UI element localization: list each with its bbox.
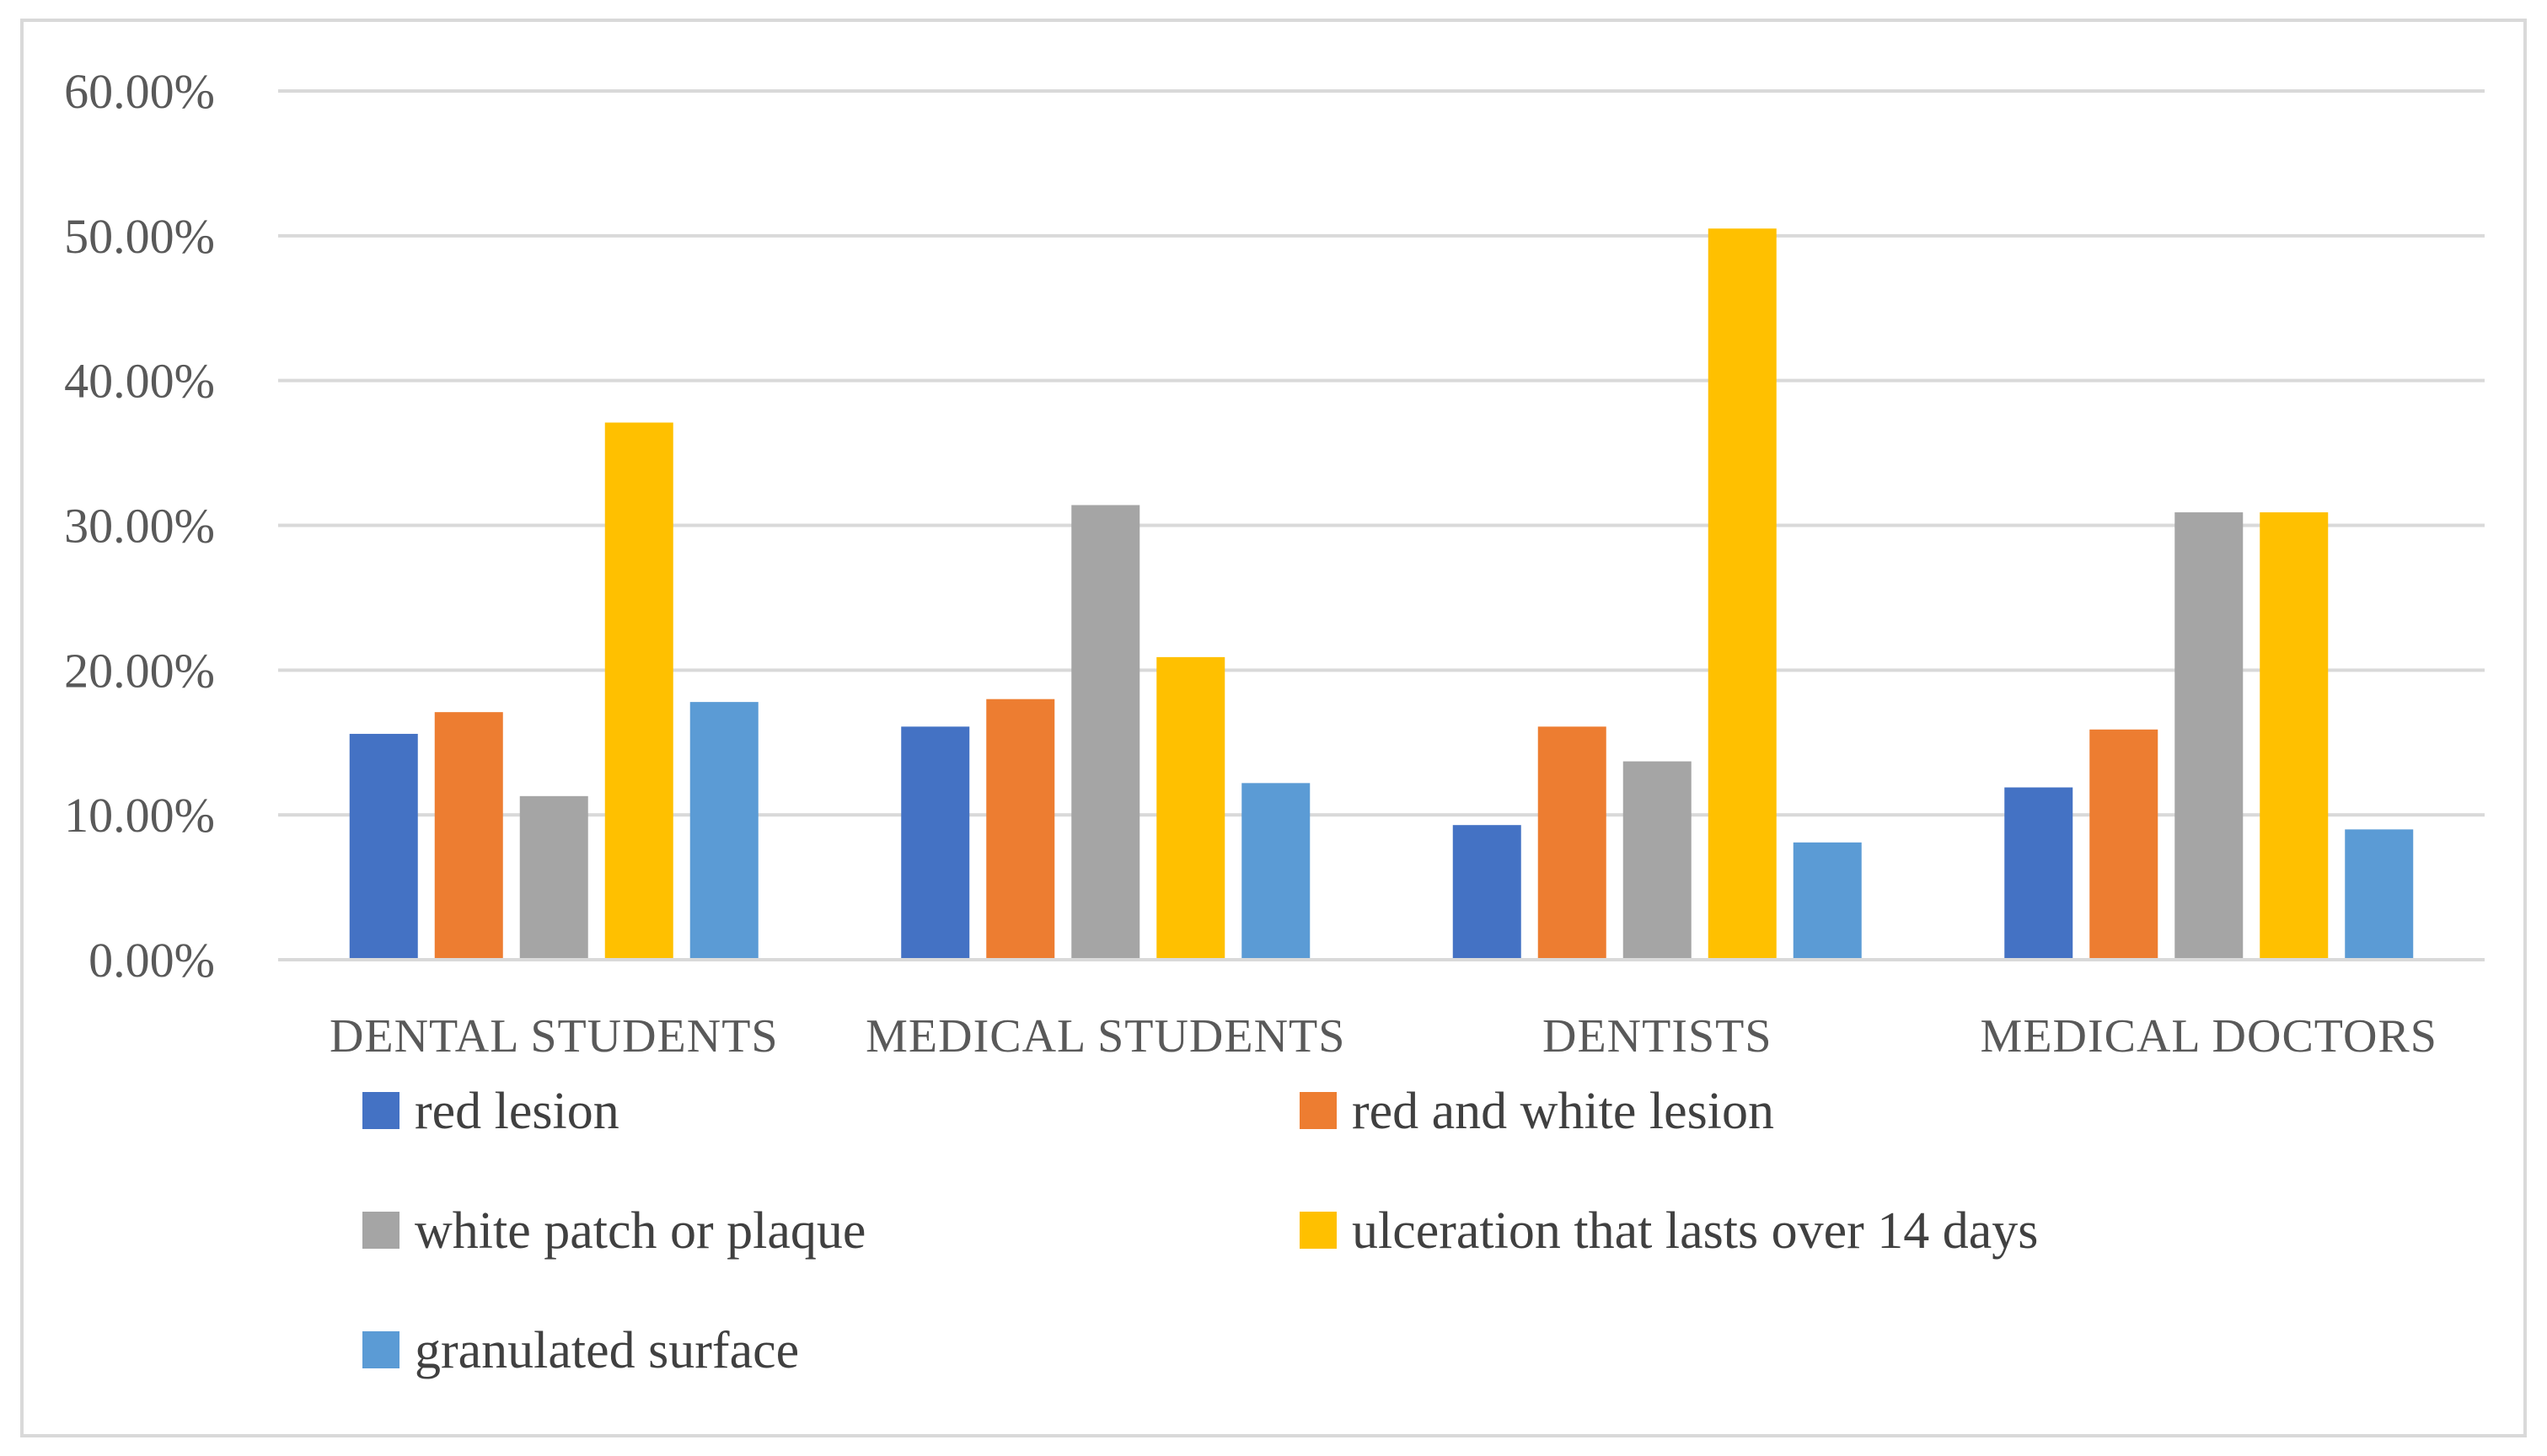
y-tick-label: 60.00% — [64, 64, 215, 119]
x-axis-categories: DENTAL STUDENTS MEDICAL STUDENTS DENTISTS M… — [330, 1010, 2437, 1063]
bar-white-patch-or-plaque — [519, 795, 588, 960]
legend-swatch — [362, 1331, 399, 1368]
bar-white-patch-or-plaque — [1071, 505, 1140, 960]
legend-label: red lesion — [415, 1083, 619, 1140]
bar-red-and-white-lesion — [1537, 726, 1606, 960]
bars — [278, 228, 2485, 961]
legend-label: granulated surface — [415, 1322, 799, 1379]
legend-swatch — [1300, 1092, 1337, 1129]
y-tick-label: 10.00% — [64, 788, 215, 843]
legend-item: red and white lesion — [1300, 1083, 1774, 1140]
bar-red-lesion — [901, 726, 970, 960]
x-category-label: MEDICAL DOCTORS — [1981, 1010, 2437, 1063]
x-category-label: MEDICAL STUDENTS — [866, 1010, 1345, 1063]
bar-white-patch-or-plaque — [2174, 512, 2244, 960]
legend-item: white patch or plaque — [362, 1202, 866, 1260]
y-tick-label: 50.00% — [64, 209, 215, 264]
legend-item: red lesion — [362, 1083, 619, 1140]
y-tick-label: 0.00% — [88, 933, 215, 988]
bar-red-lesion — [2004, 787, 2073, 960]
bar-ulceration-that-lasts-over-14-days — [1708, 228, 1777, 960]
bar-granulated-surface — [1241, 783, 1311, 960]
y-tick-label: 40.00% — [64, 354, 215, 409]
bar-red-and-white-lesion — [434, 712, 503, 960]
legend-swatch — [362, 1092, 399, 1129]
bar-red-lesion — [349, 733, 418, 960]
legend-swatch — [1300, 1212, 1337, 1249]
legend-swatch — [362, 1212, 399, 1249]
legend-label: ulceration that lasts over 14 days — [1352, 1202, 2038, 1260]
bar-red-and-white-lesion — [2089, 729, 2158, 960]
bar-white-patch-or-plaque — [1622, 761, 1692, 960]
y-tick-label: 30.00% — [64, 499, 215, 554]
legend: red lesion red and white lesion white patc… — [362, 1083, 2038, 1379]
legend-label: white patch or plaque — [415, 1202, 866, 1260]
bar-ulceration-that-lasts-over-14-days — [1156, 656, 1225, 960]
bar-ulceration-that-lasts-over-14-days — [2260, 512, 2329, 960]
x-category-label: DENTAL STUDENTS — [330, 1010, 779, 1063]
legend-item: ulceration that lasts over 14 days — [1300, 1202, 2038, 1260]
bar-red-lesion — [1452, 825, 1521, 960]
bar-ulceration-that-lasts-over-14-days — [604, 422, 673, 961]
bar-granulated-surface — [2345, 829, 2414, 960]
y-axis-ticks: 0.00% 10.00% 20.00% 30.00% 40.00% 50.00% 60.00… — [64, 64, 215, 988]
bar-red-and-white-lesion — [986, 699, 1055, 960]
bar-granulated-surface — [689, 702, 759, 960]
x-category-label: DENTISTS — [1542, 1010, 1772, 1063]
bar-granulated-surface — [1793, 842, 1862, 960]
legend-label: red and white lesion — [1352, 1083, 1774, 1140]
legend-item: granulated surface — [362, 1322, 799, 1379]
y-tick-label: 20.00% — [64, 643, 215, 698]
